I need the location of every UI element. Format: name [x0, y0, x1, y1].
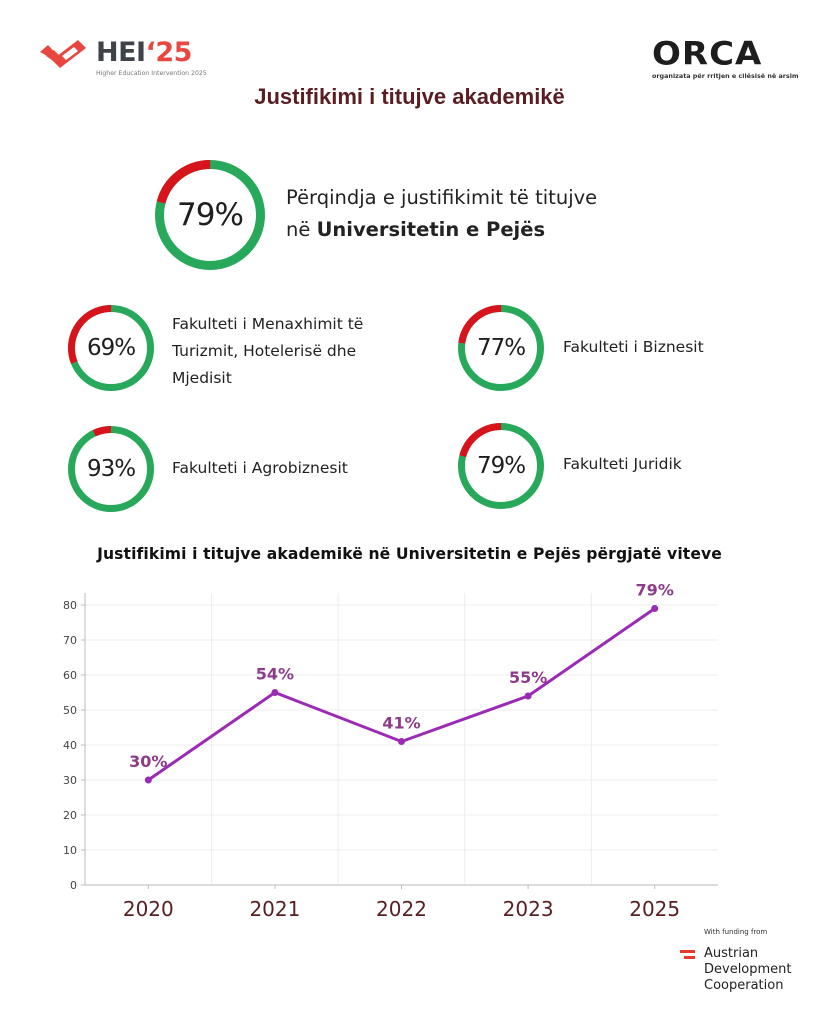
- page-title: Justifikimi i titujve akademikë: [254, 84, 565, 109]
- donut-ring: [68, 305, 154, 391]
- y-tick-label: 40: [63, 739, 77, 752]
- y-tick-label: 50: [63, 704, 77, 717]
- donut-percent-label: 93%: [86, 456, 136, 482]
- donut-ring: [458, 305, 544, 391]
- x-tick-label: 2025: [629, 897, 680, 920]
- austrian-flag-icon: [680, 950, 695, 962]
- donut-ring: [155, 160, 265, 270]
- data-point: [144, 776, 152, 784]
- x-tick-label: 2022: [376, 897, 427, 920]
- faculty-donut-business: 77%: [458, 305, 544, 391]
- orca-wordmark: ORCA: [652, 35, 763, 73]
- donut-percent-label: 79%: [177, 197, 244, 233]
- hei25-logo: HEI‘25 Higher Education Intervention 202…: [38, 36, 208, 82]
- faculty-label-agribusiness: Fakulteti i Agrobiznesit: [172, 459, 348, 477]
- faculty-label-tourism: Fakulteti i Menaxhimit të Turizmit, Hote…: [172, 315, 364, 387]
- line-chart: 0 10 20 30 40 50 60 70 80 2020 2021 2022 2023 2025 30%…: [63, 581, 718, 920]
- data-point-label: 79%: [636, 581, 674, 600]
- donut-ring: [458, 423, 544, 509]
- y-tick-label: 80: [63, 599, 77, 612]
- donut-percent-label: 69%: [86, 335, 136, 361]
- series-line: [146, 607, 657, 782]
- university-name: Universitetin e Pejës: [316, 218, 546, 241]
- data-point: [524, 692, 532, 700]
- donut-ring: [68, 426, 154, 512]
- y-tick-label: 70: [63, 634, 77, 647]
- university-caption: Përqindja e justifikimit të titujve në U…: [286, 182, 597, 246]
- y-tick-label: 20: [63, 809, 77, 822]
- orca-logo: ORCA organizata për rritjen e cilësisë n…: [652, 35, 799, 84]
- data-point-label: 30%: [129, 752, 167, 771]
- funder-name: Austrian Development Cooperation: [704, 946, 792, 993]
- faculty-label-business: Fakulteti i Biznesit: [563, 338, 704, 356]
- faculty-label-law: Fakulteti Juridik: [563, 455, 682, 473]
- orca-subtitle: organizata për rritjen e cilësisë në ars…: [652, 72, 799, 80]
- data-point: [398, 738, 405, 745]
- x-tick-label: 2020: [123, 897, 174, 920]
- data-point-label: 55%: [509, 668, 547, 687]
- x-tick-label: 2021: [249, 897, 300, 920]
- donut-remainder-arc: [155, 160, 265, 270]
- y-tick-label: 10: [63, 844, 77, 857]
- y-tick-label: 30: [63, 774, 77, 787]
- data-point-label: 41%: [382, 714, 420, 733]
- chart-title: Justifikimi i titujve akademikë në Unive…: [97, 545, 722, 563]
- caption-line-2: në Universitetin e Pejës: [286, 218, 546, 241]
- data-point: [651, 605, 659, 612]
- faculty-donut-law: 79%: [458, 423, 544, 509]
- data-point: [271, 689, 279, 696]
- caption-line-1: Përqindja e justifikimit të titujve: [286, 186, 598, 209]
- donut-remainder-arc: [68, 305, 154, 391]
- donut-percent-label: 79%: [476, 453, 526, 479]
- faculty-donut-tourism: 69%: [68, 305, 154, 391]
- faculty-donut-agribusiness: 93%: [68, 426, 154, 512]
- university-donut-chart: 79%: [155, 160, 265, 270]
- hei-wordmark: HEI‘25: [96, 37, 192, 68]
- x-tick-label: 2023: [503, 897, 554, 920]
- hei-subtitle: Higher Education Intervention 2025: [96, 70, 207, 77]
- hei-checkmark-icon: [40, 40, 86, 68]
- y-tick-label: 0: [70, 879, 77, 892]
- funding-label: With funding from: [704, 928, 768, 936]
- y-tick-label: 60: [63, 669, 77, 682]
- data-point-label: 54%: [256, 665, 294, 684]
- donut-percent-label: 77%: [476, 335, 526, 361]
